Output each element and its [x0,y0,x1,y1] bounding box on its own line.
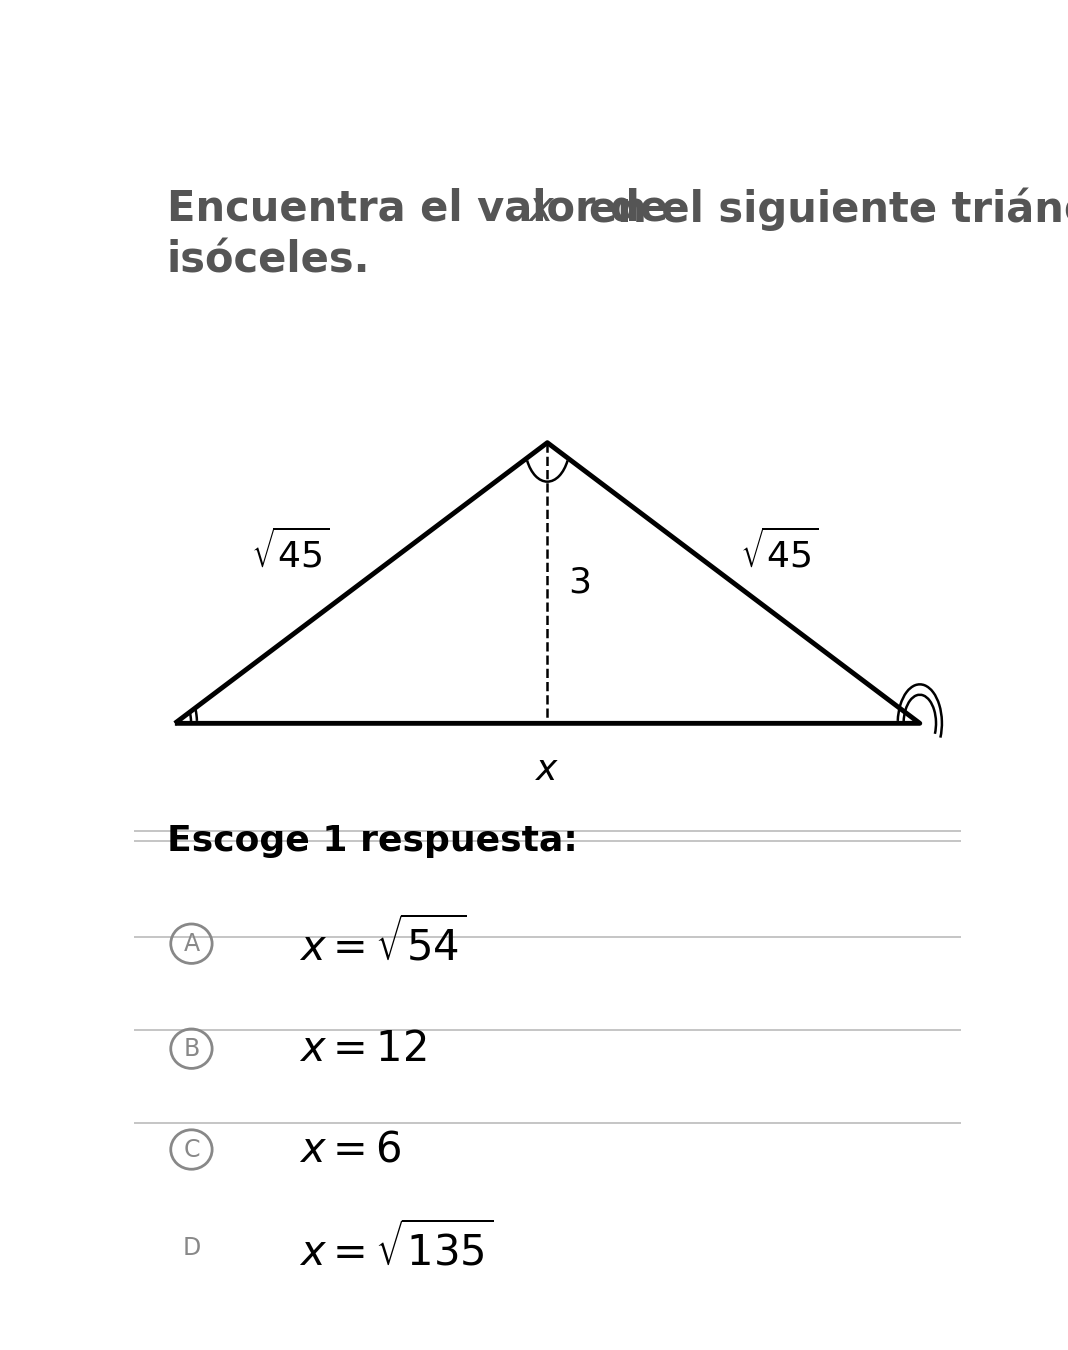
Text: $x = 12$: $x = 12$ [299,1027,426,1069]
Text: A: A [184,931,200,956]
Text: $x = 6$: $x = 6$ [299,1129,402,1170]
Text: Encuentra el valor de: Encuentra el valor de [167,188,682,230]
Text: en el siguiente triángulo: en el siguiente triángulo [560,188,1068,231]
Text: $x = \sqrt{135}$: $x = \sqrt{135}$ [299,1222,493,1274]
Text: $x$: $x$ [535,753,560,787]
Text: D: D [183,1237,201,1261]
Text: 3: 3 [568,566,591,599]
Text: C: C [184,1138,200,1161]
Text: $x = \sqrt{54}$: $x = \sqrt{54}$ [299,918,467,969]
Text: $\sqrt{45}$: $\sqrt{45}$ [251,529,330,575]
Text: $\sqrt{45}$: $\sqrt{45}$ [740,529,818,575]
Text: B: B [184,1037,200,1061]
Text: isóceles.: isóceles. [167,240,371,282]
Text: $x$: $x$ [527,188,554,230]
Text: Escoge 1 respuesta:: Escoge 1 respuesta: [167,825,578,859]
